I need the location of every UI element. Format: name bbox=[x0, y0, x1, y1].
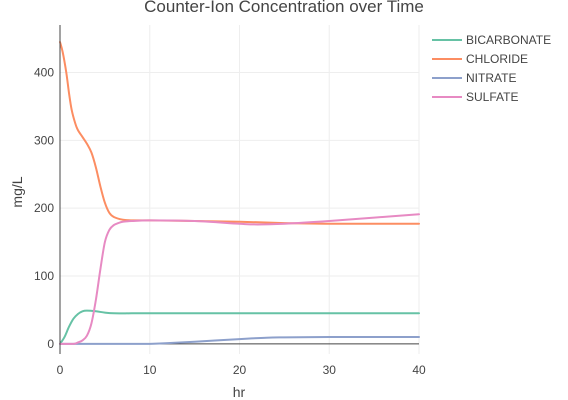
legend-label: NITRATE bbox=[466, 71, 516, 85]
x-tick-label: 40 bbox=[412, 363, 426, 377]
y-tick-labels: 0 100 200 300 400 bbox=[34, 65, 54, 350]
series-line-sulfate bbox=[59, 213, 420, 345]
x-tick-label: 20 bbox=[233, 363, 247, 377]
y-tick-label: 0 bbox=[47, 337, 54, 351]
legend-item-nitrate[interactable]: NITRATE bbox=[432, 71, 516, 85]
legend[interactable]: BICARBONATE CHLORIDE NITRATE SULFATE bbox=[432, 33, 551, 104]
y-tick-label: 200 bbox=[34, 201, 54, 215]
y-tick-label: 400 bbox=[34, 65, 54, 79]
y-axis-title: mg/L bbox=[9, 176, 25, 207]
chart-title: Counter-Ion Concentration over Time bbox=[144, 0, 424, 16]
legend-item-chloride[interactable]: CHLORIDE bbox=[432, 52, 528, 66]
x-axis-title: hr bbox=[233, 384, 246, 400]
legend-label: BICARBONATE bbox=[466, 33, 551, 47]
legend-item-sulfate[interactable]: SULFATE bbox=[432, 90, 518, 104]
x-tick-label: 10 bbox=[143, 363, 157, 377]
x-tick-labels: 0 10 20 30 40 bbox=[57, 363, 426, 377]
legend-item-bicarbonate[interactable]: BICARBONATE bbox=[432, 33, 551, 47]
legend-label: CHLORIDE bbox=[466, 52, 528, 66]
y-tick-label: 300 bbox=[34, 133, 54, 147]
series-group bbox=[59, 40, 420, 345]
series-line-chloride bbox=[59, 40, 420, 225]
x-tick-label: 30 bbox=[323, 363, 337, 377]
series-line-bicarbonate bbox=[59, 309, 420, 345]
x-tick-label: 0 bbox=[57, 363, 64, 377]
legend-label: SULFATE bbox=[466, 90, 518, 104]
grid bbox=[60, 25, 420, 354]
y-tick-label: 100 bbox=[34, 269, 54, 283]
series-line-nitrate bbox=[59, 336, 420, 345]
